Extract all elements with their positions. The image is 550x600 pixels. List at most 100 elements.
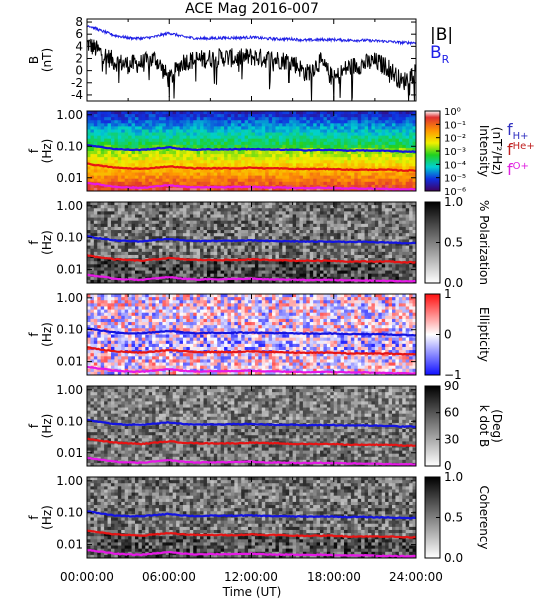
heatmap-cell <box>90 226 95 231</box>
heatmap-cell <box>392 154 396 158</box>
heatmap-cell <box>237 248 242 253</box>
heatmap-cell <box>121 254 126 259</box>
heatmap-cell <box>100 217 105 222</box>
heatmap-cell <box>220 230 225 234</box>
heatmap-cell <box>323 123 328 127</box>
heatmap-cell <box>224 267 228 271</box>
heatmap-cell <box>282 267 287 271</box>
heatmap-cell <box>296 217 300 222</box>
heatmap-cell <box>131 254 136 259</box>
heatmap-cell <box>97 230 102 234</box>
heatmap-cell <box>90 264 95 268</box>
heatmap-cell <box>350 220 355 225</box>
heatmap-cell <box>182 187 187 192</box>
heatmap-cell <box>121 138 126 143</box>
heatmap-cell <box>244 163 249 167</box>
heatmap-cell <box>309 214 314 218</box>
heatmap-cell <box>244 178 249 183</box>
heatmap-cell <box>148 178 153 183</box>
heatmap-cell <box>285 178 290 183</box>
heatmap-cell <box>357 205 362 209</box>
heatmap-cell <box>350 111 355 115</box>
heatmap-cell <box>316 123 321 127</box>
heatmap-cell <box>326 264 331 268</box>
heatmap-cell <box>289 220 294 225</box>
heatmap-cell <box>241 279 246 284</box>
heatmap-cell <box>104 270 108 275</box>
heatmap-cell <box>258 178 263 183</box>
heatmap-cell <box>392 184 396 189</box>
heatmap-cell <box>313 270 318 275</box>
heatmap-cell <box>385 166 389 170</box>
heatmap-cell <box>162 279 167 284</box>
heatmap-cell <box>128 172 132 177</box>
heatmap-cell <box>278 169 283 173</box>
heatmap-cell <box>217 214 222 218</box>
heatmap-cell <box>265 126 270 130</box>
heatmap-cell <box>148 172 153 177</box>
heatmap-cell <box>224 230 228 234</box>
heatmap-cell <box>131 264 136 268</box>
heatmap-cell <box>385 181 389 186</box>
heatmap-cell <box>155 245 160 250</box>
heatmap-cell <box>227 117 232 121</box>
heatmap-cell <box>405 172 410 177</box>
heatmap-cell <box>306 251 311 256</box>
heatmap-cell <box>172 223 177 228</box>
heatmap-cell <box>155 154 160 158</box>
heatmap-cell <box>234 151 239 155</box>
heatmap-cell <box>381 261 386 265</box>
heatmap-cell <box>337 217 342 222</box>
heatmap-cell <box>357 270 362 275</box>
heatmap-cell <box>354 178 359 183</box>
heatmap-cell <box>296 208 300 212</box>
heatmap-cell <box>381 217 386 222</box>
heatmap-cell <box>254 160 259 164</box>
heatmap-cell <box>230 254 235 259</box>
heatmap-cell <box>124 120 129 124</box>
heatmap-cell <box>302 242 307 247</box>
heatmap-cell <box>268 129 273 133</box>
heatmap-cell <box>306 230 311 234</box>
heatmap-cell <box>107 157 112 161</box>
heatmap-cell <box>97 211 102 215</box>
heatmap-cell <box>114 254 119 259</box>
heatmap-cell <box>409 141 413 146</box>
heatmap-cell <box>388 261 393 265</box>
heatmap-cell <box>388 114 393 118</box>
heatmap-cell <box>182 223 187 228</box>
heatmap-cell <box>117 205 122 209</box>
heatmap-cell <box>152 208 156 212</box>
heatmap-cell <box>100 154 105 158</box>
heatmap-cell <box>93 172 98 177</box>
colorbar-tick-label: 10⁻⁵ <box>444 174 466 185</box>
heatmap-cell <box>114 129 119 133</box>
heatmap-cell <box>110 141 115 146</box>
heatmap-cell <box>330 248 335 253</box>
heatmap-cell <box>234 123 239 127</box>
heatmap-cell <box>275 151 280 155</box>
heatmap-cell <box>265 187 270 192</box>
heatmap-cell <box>299 220 304 225</box>
heatmap-cell <box>134 242 139 247</box>
heatmap-cell <box>381 178 386 183</box>
heatmap-cell <box>196 151 201 155</box>
heatmap-cell <box>292 267 297 271</box>
heatmap-cell <box>337 132 342 137</box>
heatmap-cell <box>152 205 156 209</box>
heatmap-cell <box>333 178 338 183</box>
heatmap-cell <box>412 114 417 118</box>
heatmap-cell <box>179 129 184 133</box>
heatmap-cell <box>337 151 342 155</box>
heatmap-cell <box>169 117 174 121</box>
heatmap-cell <box>189 135 194 140</box>
heatmap-cell <box>306 211 311 215</box>
heatmap-cell <box>128 120 132 124</box>
heatmap-cell <box>330 132 335 137</box>
heatmap-cell <box>361 276 365 281</box>
heatmap-cell <box>265 132 270 137</box>
heatmap-cell <box>217 261 222 265</box>
heatmap-cell <box>107 211 112 215</box>
heatmap-cell <box>107 166 112 170</box>
